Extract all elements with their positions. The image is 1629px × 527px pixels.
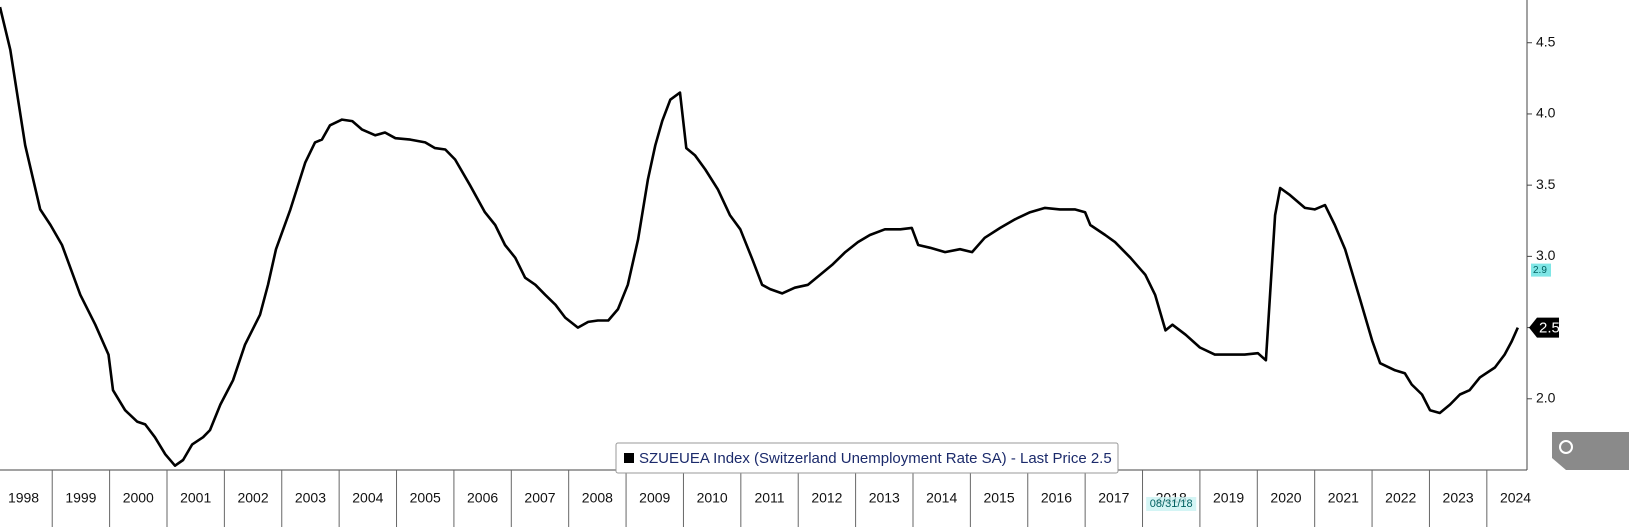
x-tick-label: 1998 bbox=[8, 490, 39, 506]
legend-box bbox=[615, 442, 1119, 474]
x-tick-label: 2012 bbox=[811, 490, 842, 506]
x-tick-label: 2016 bbox=[1041, 490, 1072, 506]
y-tick-label: 3.5 bbox=[1536, 176, 1556, 192]
line-series bbox=[0, 6, 1519, 467]
date-annotation: 08/31/18 bbox=[1150, 498, 1193, 510]
x-tick-label: 2006 bbox=[467, 490, 498, 506]
x-tick-label: 2008 bbox=[582, 490, 613, 506]
x-tick-label: 2011 bbox=[754, 490, 784, 506]
date-box bbox=[1146, 497, 1197, 511]
y-tick-label: 4.5 bbox=[1536, 33, 1556, 49]
x-tick-label: 2015 bbox=[983, 490, 1014, 506]
legend-swatch bbox=[624, 453, 634, 463]
x-tick-label: 2009 bbox=[639, 490, 670, 506]
x-tick-label: 1999 bbox=[65, 490, 96, 506]
x-tick-label: 2010 bbox=[697, 490, 728, 506]
legend-label: SZUEUEA Index (Switzerland Unemployment … bbox=[639, 450, 1112, 467]
x-tick-label: 2019 bbox=[1213, 490, 1244, 506]
y-tick-label: 2.0 bbox=[1536, 389, 1556, 405]
y-tick-label: 3.0 bbox=[1536, 247, 1556, 263]
marker-box bbox=[1531, 263, 1551, 277]
x-tick-label: 2003 bbox=[295, 490, 326, 506]
side-tab bbox=[1552, 432, 1629, 470]
x-tick-label: 2020 bbox=[1270, 490, 1301, 506]
tab-icon bbox=[1559, 440, 1573, 454]
y-tick-label: 4.0 bbox=[1536, 105, 1556, 121]
x-tick-label: 2007 bbox=[524, 490, 555, 506]
x-tick-label: 2001 bbox=[180, 490, 211, 506]
x-tick-label: 2014 bbox=[926, 490, 957, 506]
x-tick-label: 2013 bbox=[869, 490, 900, 506]
x-tick-label: 2024 bbox=[1500, 490, 1531, 506]
x-tick-label: 2017 bbox=[1098, 490, 1129, 506]
x-tick-label: 2002 bbox=[237, 490, 268, 506]
x-tick-label: 2021 bbox=[1328, 490, 1359, 506]
x-tick-label: 2022 bbox=[1385, 490, 1416, 506]
x-tick-label: 2004 bbox=[352, 490, 383, 506]
last-price-box bbox=[1529, 317, 1559, 338]
x-tick-label: 2000 bbox=[123, 490, 154, 506]
marker-label: 2.9 bbox=[1533, 265, 1547, 276]
x-tick-label: 2005 bbox=[410, 490, 441, 506]
x-tick-label: 2023 bbox=[1443, 490, 1474, 506]
last-price-label: 2.5 bbox=[1539, 320, 1560, 337]
